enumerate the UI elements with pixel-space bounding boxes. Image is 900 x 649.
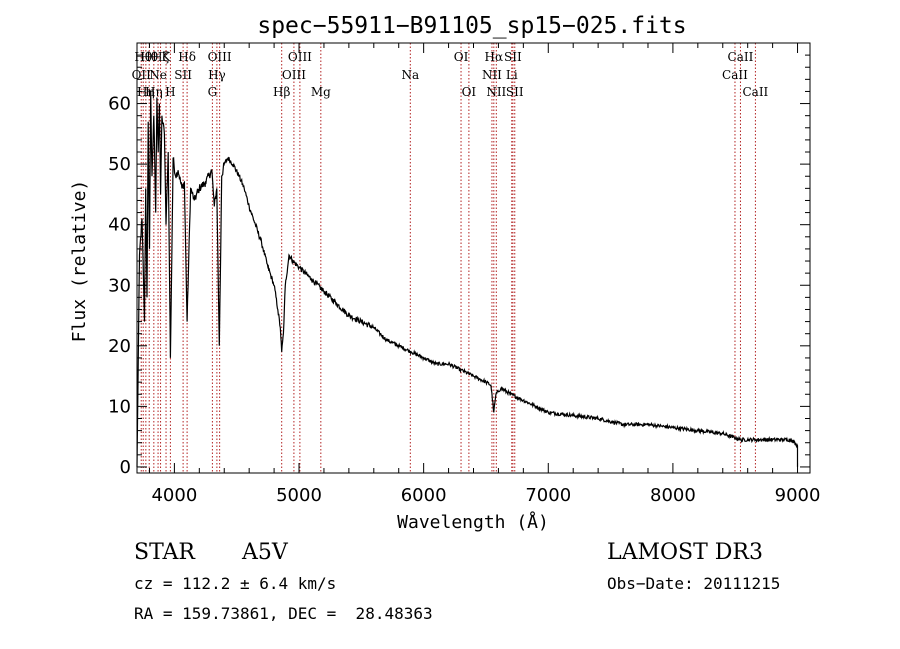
line-marker-label: NⅠⅠ (486, 85, 506, 99)
observation-date: Obs−Date: 20111215 (607, 574, 781, 593)
line-marker-label: OⅠⅠⅠ (288, 50, 312, 64)
x-axis-label: Wavelength (Å) (397, 511, 549, 533)
object-class: STAR (134, 540, 195, 565)
line-marker-label: OⅠⅠ (132, 68, 152, 82)
line-marker-label: K (162, 50, 172, 64)
y-tick-label: 20 (108, 336, 131, 357)
spectrum-series-line (136, 91, 799, 467)
line-marker-label: CaⅠⅠ (722, 68, 748, 82)
line-marker-label: NⅠⅠ (482, 68, 502, 82)
y-tick-label: 50 (108, 154, 131, 175)
line-marker-label: Li (506, 68, 518, 82)
y-tick-label: 10 (108, 396, 131, 417)
line-marker-label: Hβ (273, 85, 290, 99)
redshift-velocity: cz = 112.2 ± 6.4 km/s (134, 574, 337, 593)
line-marker-label: Hα (485, 50, 504, 64)
line-marker-label: SⅠⅠ (506, 85, 524, 99)
x-tick-label: 5000 (276, 485, 322, 506)
line-marker-label: CaⅠⅠ (728, 50, 754, 64)
object-subclass: A5V (242, 540, 288, 565)
chart-title: spec−55911−B91105_sp15−025.fits (257, 13, 686, 39)
y-axis-ticks: 0 10 20 30 40 50 60 (108, 54, 810, 478)
line-marker-label: OⅠ (462, 85, 477, 99)
line-marker-label: Hθ (140, 50, 158, 64)
plot-frame (136, 42, 811, 474)
line-marker-label: H (165, 85, 175, 99)
line-marker-label: Hγ (208, 68, 226, 82)
line-marker-label: Mg (311, 85, 331, 99)
x-tick-label: 6000 (401, 485, 447, 506)
line-marker-label: Hδ (178, 50, 196, 64)
y-tick-label: 0 (120, 457, 131, 478)
spectral-line-markers (140, 43, 756, 473)
survey-name: LAMOST DR3 (607, 540, 763, 565)
x-tick-label: 4000 (151, 485, 197, 506)
line-marker-label: G (208, 85, 218, 99)
line-marker-label: SⅠⅠ (174, 68, 192, 82)
x-axis-ticks: 4000 5000 6000 7000 8000 9000 (148, 43, 821, 506)
line-marker-label: Na (401, 68, 419, 82)
line-marker-label: OⅠⅠⅠ (282, 68, 306, 82)
line-marker-label: CaⅠⅠ (742, 85, 768, 99)
y-tick-label: 60 (108, 94, 131, 115)
spectral-line-labels: OⅠⅠHθHηHθHηNeHζKHSⅠⅠHδGHγOⅠⅠⅠHβOⅠⅠⅠOⅠⅠⅠM… (132, 50, 769, 99)
line-marker-label: Hζ (152, 50, 169, 64)
line-marker-label: SⅠⅠ (504, 50, 522, 64)
line-marker-label: OⅠ (454, 50, 469, 64)
line-marker-label: Ne (149, 68, 167, 82)
line-marker-label: Hη (145, 85, 163, 99)
line-marker-label: Hθ (134, 50, 152, 64)
sky-coordinates: RA = 159.73861, DEC = 28.48363 (134, 604, 433, 623)
y-tick-label: 30 (108, 275, 131, 296)
x-tick-label: 9000 (775, 485, 821, 506)
y-axis-label: Flux (relative) (69, 180, 90, 343)
x-tick-label: 8000 (650, 485, 696, 506)
x-tick-label: 7000 (525, 485, 571, 506)
y-tick-label: 40 (108, 215, 131, 236)
line-marker-label: OⅠⅠⅠ (208, 50, 232, 64)
